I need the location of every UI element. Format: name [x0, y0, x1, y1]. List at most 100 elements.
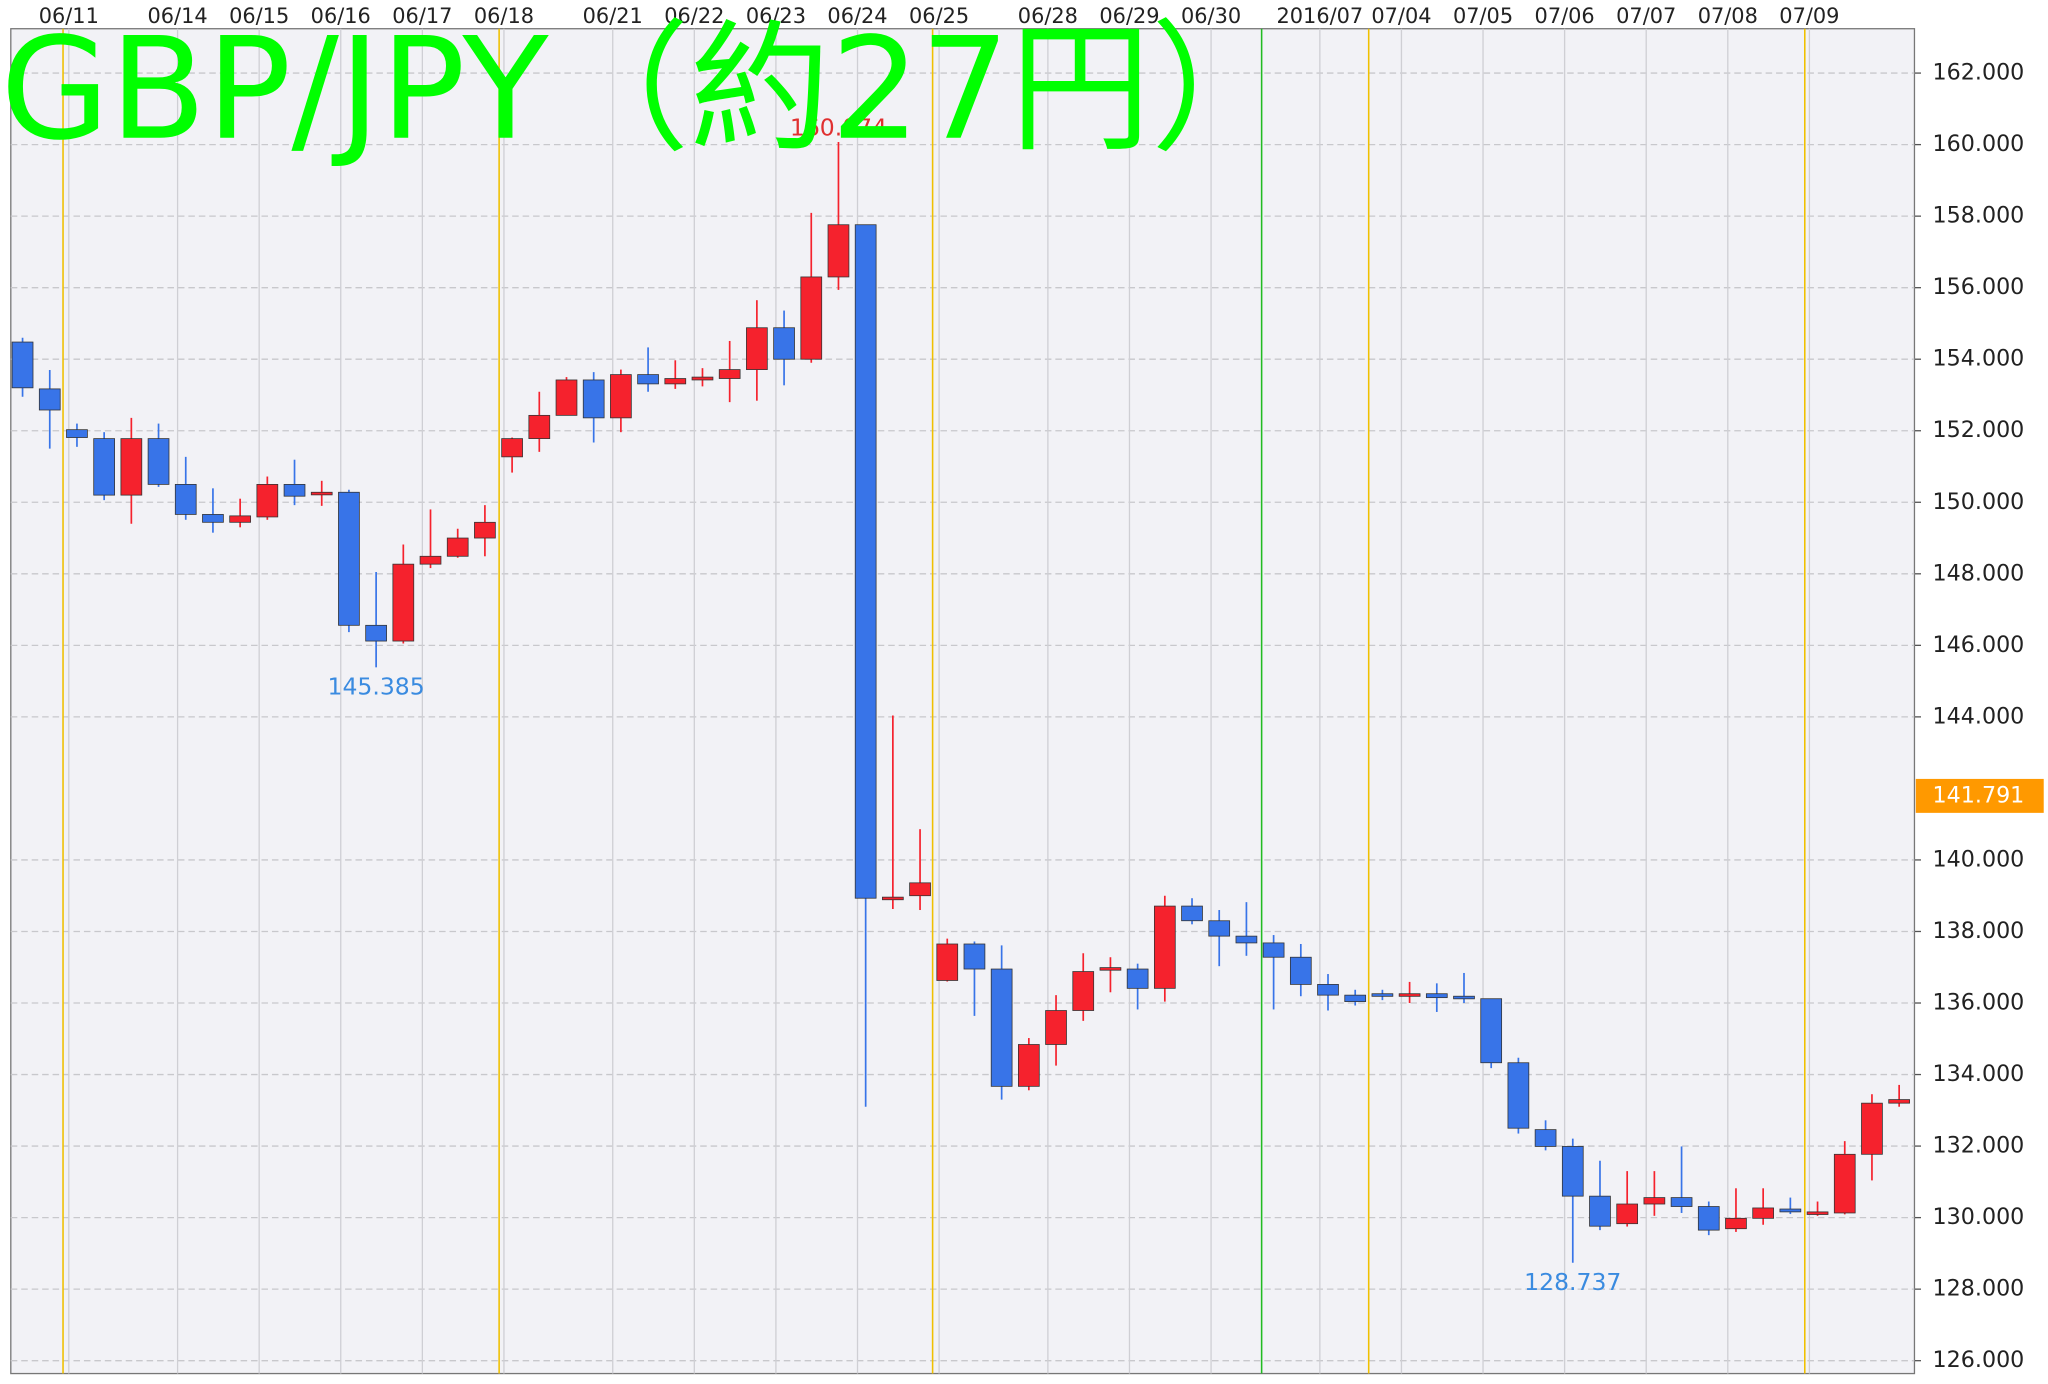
candle-body: [990, 968, 1013, 1087]
candle-body: [147, 438, 170, 485]
plot-area: [10, 28, 1916, 1375]
candle-body: [637, 374, 659, 385]
price-annotation: 160.074: [790, 113, 887, 141]
candle-body: [1752, 1207, 1774, 1219]
candle-body: [338, 491, 360, 626]
x-tick-label: 06/29: [1099, 4, 1159, 28]
candle-body: [1099, 967, 1122, 971]
y-tick-label: 130.000: [1933, 1204, 2025, 1230]
candle-body: [1262, 942, 1285, 958]
x-tick-label: 07/07: [1616, 4, 1676, 28]
x-tick-label: 2016/07: [1276, 4, 1363, 28]
x-tick-label: 06/18: [474, 4, 534, 28]
candle-body: [419, 555, 442, 565]
candle-body: [936, 943, 959, 981]
candle-body: [773, 327, 795, 360]
x-tick-label: 06/23: [746, 4, 806, 28]
last-price-box: [1915, 778, 2044, 813]
candle-body: [365, 624, 387, 642]
candle-body: [1833, 1153, 1856, 1214]
candle-body: [1534, 1129, 1557, 1147]
candle-body: [1643, 1197, 1666, 1205]
x-tick-label: 06/16: [311, 4, 371, 28]
candle-body: [582, 379, 605, 419]
candle-body: [555, 379, 578, 416]
candles: [11, 141, 1910, 1263]
candle-body: [202, 514, 224, 523]
candle-body: [283, 484, 306, 497]
candle-body: [1208, 920, 1231, 937]
y-tick-label: 128.000: [1933, 1276, 2025, 1302]
candle-body: [1779, 1208, 1802, 1213]
candle-body: [229, 515, 251, 523]
y-tick-label: 162.000: [1933, 60, 2025, 86]
candle-body: [310, 491, 333, 496]
x-tick-label: 06/21: [583, 4, 643, 28]
candle-body: [174, 484, 197, 515]
candle-body: [256, 484, 279, 518]
x-tick-label: 06/15: [229, 4, 289, 28]
y-tick-label: 138.000: [1933, 918, 2025, 944]
candle-body: [11, 341, 34, 389]
y-tick-label: 156.000: [1933, 274, 2025, 300]
candle-body: [1561, 1146, 1584, 1197]
candle-body: [691, 376, 714, 381]
candle-body: [1861, 1102, 1883, 1155]
y-tick-label: 134.000: [1933, 1061, 2025, 1087]
candle-body: [1371, 993, 1394, 997]
price-annotation: 145.385: [328, 673, 425, 701]
candle-body: [1153, 905, 1176, 989]
y-tick-label: 126.000: [1933, 1347, 2025, 1373]
x-tick-label: 06/11: [39, 4, 99, 28]
candle-body: [474, 521, 496, 539]
candle-body: [38, 388, 61, 411]
y-tick-label: 150.000: [1933, 489, 2025, 515]
candle-body: [1045, 1010, 1067, 1045]
candle-body: [1425, 993, 1448, 999]
candle-body: [66, 429, 88, 438]
x-tick-label: 06/22: [664, 4, 724, 28]
candle-body: [963, 943, 986, 970]
y-tick-label: 136.000: [1933, 990, 2025, 1016]
x-tick-label: 07/05: [1453, 4, 1513, 28]
candle-body: [882, 896, 904, 901]
candle-body: [1888, 1099, 1910, 1104]
candle-body: [827, 224, 850, 278]
y-tick-label: 148.000: [1933, 560, 2025, 586]
candle-body: [1235, 935, 1258, 944]
candle-body: [1181, 905, 1203, 922]
y-tick-label: 154.000: [1933, 346, 2025, 372]
candle-body: [1616, 1203, 1639, 1225]
candle-body: [93, 438, 115, 496]
grid: [10, 28, 1921, 1374]
x-tick-label: 07/06: [1535, 4, 1595, 28]
candle-body: [746, 327, 768, 370]
candle-body: [909, 882, 931, 897]
candle-body: [1589, 1195, 1611, 1227]
y-tick-label: 144.000: [1933, 703, 2025, 729]
price-annotation: 128.737: [1524, 1268, 1621, 1296]
candle-body: [1670, 1197, 1693, 1207]
x-tick-label: 07/09: [1779, 4, 1839, 28]
x-tick-label: 06/17: [392, 4, 452, 28]
candle-body: [1317, 984, 1339, 996]
y-tick-label: 140.000: [1933, 846, 2025, 872]
candle-body: [1507, 1062, 1530, 1129]
candle-body: [1697, 1206, 1720, 1231]
candle-body: [800, 276, 823, 360]
x-tick-label: 06/24: [827, 4, 887, 28]
candle-body: [501, 438, 523, 458]
x-tick-label: 06/25: [909, 4, 969, 28]
x-tick-label: 07/04: [1371, 4, 1431, 28]
candle-body: [1126, 968, 1149, 989]
candle-body: [392, 563, 415, 642]
y-tick-label: 158.000: [1933, 203, 2025, 229]
y-tick-label: 152.000: [1933, 417, 2025, 443]
candle-body: [854, 224, 877, 899]
candle-body: [1725, 1217, 1747, 1230]
y-tick-label: 132.000: [1933, 1133, 2025, 1159]
x-tick-label: 06/28: [1018, 4, 1078, 28]
x-tick-label: 06/14: [147, 4, 207, 28]
candle-body: [1289, 956, 1312, 985]
